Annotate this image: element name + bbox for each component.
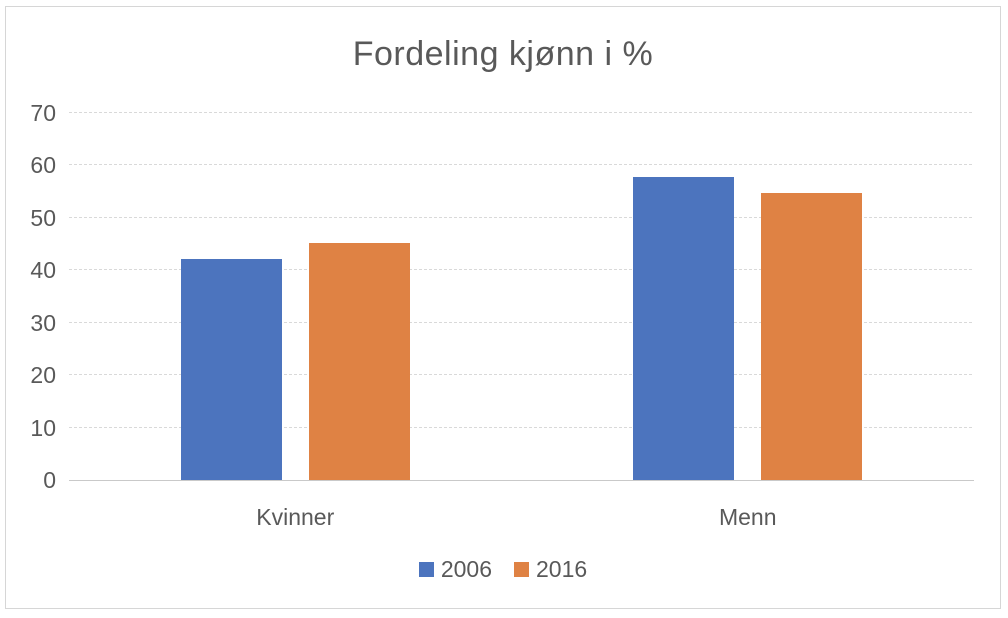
gridline xyxy=(69,269,974,271)
gridline xyxy=(69,321,974,323)
y-axis: 0 10 20 30 40 50 60 70 xyxy=(6,100,62,493)
bar-kvinner-2006 xyxy=(180,258,282,480)
y-axis-tick-label: 70 xyxy=(30,100,56,126)
bar-menn-2006 xyxy=(633,176,735,480)
y-axis-tick-label: 10 xyxy=(30,414,56,441)
gridline xyxy=(69,216,974,218)
gridline xyxy=(69,112,974,113)
y-axis-tick-label: 30 xyxy=(30,309,56,336)
chart-frame: Fordeling kjønn i % 0 10 20 30 40 50 60 70 Kvin… xyxy=(5,6,1001,609)
x-axis: Kvinner Menn xyxy=(69,504,974,534)
gridline xyxy=(69,374,974,376)
y-axis-tick-label: 50 xyxy=(30,204,56,231)
chart-title: Fordeling kjønn i % xyxy=(352,35,654,73)
y-axis-tick-label: 20 xyxy=(30,362,56,389)
y-axis-tick-label: 0 xyxy=(43,467,56,493)
x-axis-line xyxy=(69,480,974,481)
gridline xyxy=(69,164,974,166)
legend-item-2006: 2006 xyxy=(418,556,492,583)
bar-kvinner-2016 xyxy=(308,242,410,480)
gridline xyxy=(69,426,974,428)
legend-label: 2016 xyxy=(536,556,588,582)
legend-item-2016: 2016 xyxy=(514,556,587,583)
y-axis-tick-label: 40 xyxy=(30,257,56,284)
legend-label: 2006 xyxy=(440,556,492,582)
legend: 2006 2016 xyxy=(6,556,1000,583)
bar-menn-2016 xyxy=(761,193,863,480)
y-axis-tick-label: 60 xyxy=(30,152,56,179)
x-axis-category-label: Menn xyxy=(718,504,777,530)
plot-area xyxy=(69,112,974,481)
legend-swatch-icon xyxy=(418,562,434,577)
x-axis-category-label: Kvinner xyxy=(256,504,335,530)
legend-swatch-icon xyxy=(514,562,529,577)
